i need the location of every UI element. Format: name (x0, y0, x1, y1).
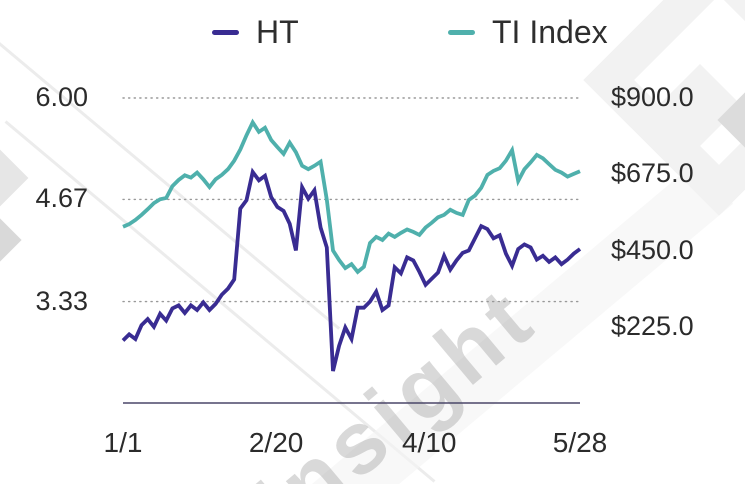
legend-item-ht: HT (212, 14, 299, 51)
x-axis-tick-label: 2/20 (248, 427, 304, 458)
legend-item-ti-index: TI Index (448, 14, 608, 51)
right-axis-tick-label: $900.0 (611, 81, 694, 112)
right-axis-tick-label: $675.0 (611, 158, 694, 189)
left-axis-tick-label: 3.33 (35, 285, 88, 316)
x-axis-tick-label: 4/10 (401, 427, 457, 458)
x-axis-tick-label: 5/28 (552, 427, 608, 458)
legend-swatch-ht (212, 30, 239, 35)
series-line-ti-index (122, 118, 581, 275)
legend-label-ti-index: TI Index (492, 14, 608, 50)
legend-swatch-ti-index (448, 30, 475, 35)
right-axis-tick-label: $450.0 (611, 234, 694, 265)
right-axis-tick-label: $225.0 (611, 310, 694, 341)
left-axis-tick-label: 4.67 (35, 183, 88, 214)
left-axis-tick-label: 6.00 (35, 81, 88, 112)
series-line-ht (121, 167, 582, 372)
legend-label-ht: HT (256, 14, 299, 50)
x-axis-tick-label: 1/1 (103, 427, 143, 458)
